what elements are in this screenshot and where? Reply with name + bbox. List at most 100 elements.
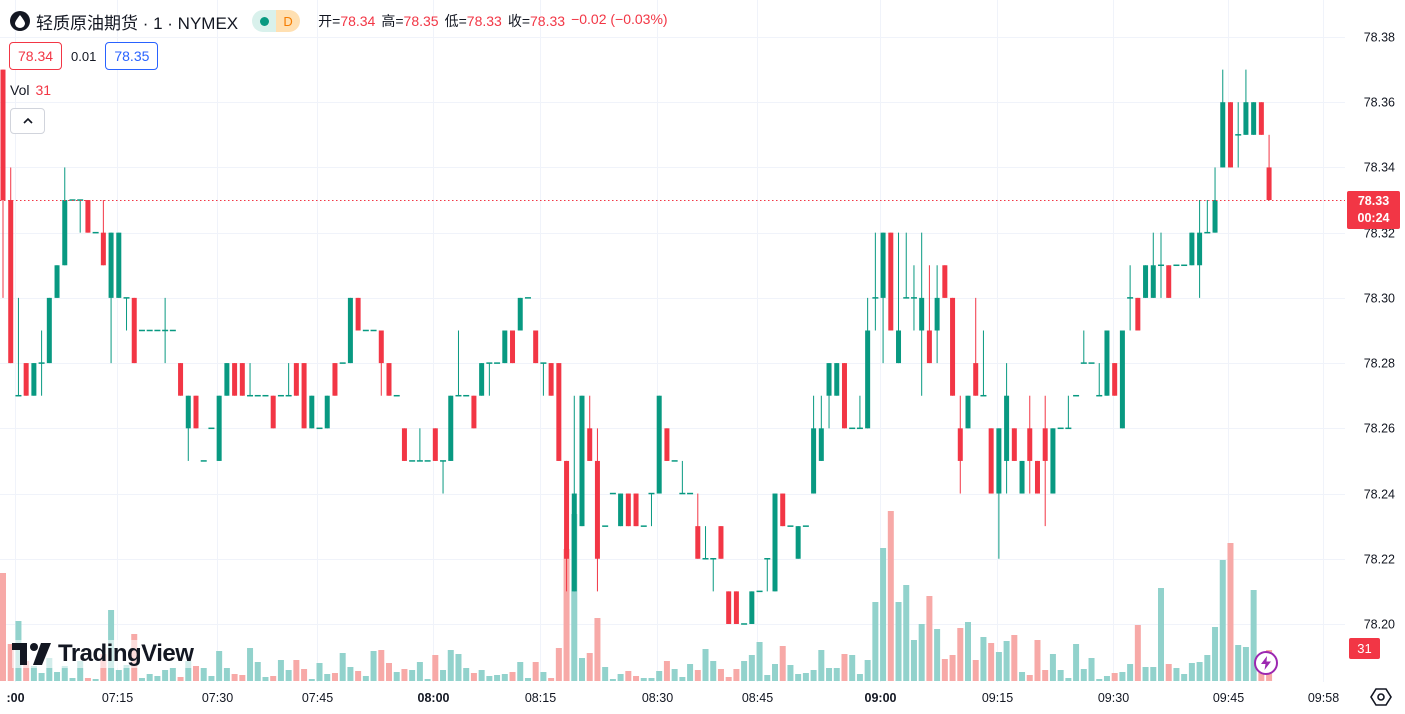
candle[interactable] [1251,102,1257,135]
candle[interactable] [23,363,29,396]
candle[interactable] [841,363,847,429]
candle[interactable] [1080,330,1087,364]
candle[interactable] [625,493,631,527]
candle[interactable] [38,330,45,396]
sell-price-button[interactable]: 78.34 [9,42,63,70]
candle[interactable] [1189,232,1195,266]
candle[interactable] [1004,363,1010,494]
candle[interactable] [1166,265,1172,298]
candle[interactable] [31,363,37,396]
candle[interactable] [872,232,879,331]
candle[interactable] [1212,167,1218,233]
candle[interactable] [85,200,91,233]
candle[interactable] [1042,395,1048,527]
candle[interactable] [1266,134,1272,201]
candle[interactable] [502,330,508,364]
candle[interactable] [393,394,400,397]
candle[interactable] [0,69,6,298]
buy-price-button[interactable]: 78.35 [105,42,159,70]
candle[interactable] [1057,427,1064,430]
candle[interactable] [780,493,786,527]
collapse-legend-button[interactable] [10,108,45,134]
candle[interactable] [138,329,145,332]
candle[interactable] [146,329,153,332]
candle[interactable] [1119,330,1125,429]
candle[interactable] [185,395,191,461]
candle[interactable] [664,428,670,461]
candle[interactable] [277,394,284,397]
candle[interactable] [756,590,763,593]
price-axis[interactable]: 78.38 78.36 78.34 78.32 78.30 78.28 78.26 78.24… [1364,31,1395,632]
candle[interactable] [1127,265,1134,331]
candle[interactable] [880,232,886,364]
candle[interactable] [92,231,99,234]
candle[interactable] [254,394,261,397]
candle[interactable] [524,297,531,299]
candle[interactable] [996,428,1002,559]
candle[interactable] [741,623,748,625]
candle[interactable] [618,493,624,527]
candle[interactable] [1088,362,1095,364]
candle[interactable] [309,395,315,429]
candle[interactable] [208,427,215,430]
candle[interactable] [710,558,717,592]
candle[interactable] [154,329,161,332]
candle[interactable] [764,558,771,592]
candle[interactable] [849,427,856,430]
candle[interactable] [772,493,778,592]
candle[interactable] [648,492,655,527]
symbol-title[interactable]: 轻质原油期货 · 1 · NYMEX [36,13,239,33]
candle[interactable] [378,330,384,396]
candle[interactable] [46,297,52,364]
candle[interactable] [1027,395,1033,494]
candle[interactable] [865,297,871,429]
candle[interactable] [116,232,122,298]
candle[interactable] [834,363,840,396]
candle[interactable] [1258,102,1264,135]
candle[interactable] [919,232,925,396]
candle[interactable] [131,297,137,364]
candle[interactable] [702,526,709,560]
candle[interactable] [679,460,686,495]
candle[interactable] [910,265,917,331]
candle[interactable] [193,395,199,429]
candle[interactable] [409,460,416,462]
candle[interactable] [494,362,501,364]
candle[interactable] [811,395,817,494]
candle[interactable] [347,297,353,364]
candle[interactable] [200,460,207,462]
candle[interactable] [339,362,346,364]
candle[interactable] [818,395,824,461]
candle[interactable] [232,363,238,396]
candle[interactable] [988,428,994,494]
candle[interactable] [463,394,470,397]
candle[interactable] [973,297,979,396]
candle[interactable] [1065,395,1072,430]
candle[interactable] [301,363,307,429]
lightning-icon[interactable] [1254,651,1278,675]
candle[interactable] [1220,69,1226,168]
candle[interactable] [332,363,338,396]
candle[interactable] [942,265,948,298]
candle[interactable] [510,330,516,364]
candle[interactable] [1173,264,1180,267]
candle[interactable] [370,329,377,332]
candle[interactable] [239,363,245,396]
candle[interactable] [1034,460,1040,494]
candle[interactable] [1243,69,1249,135]
candle[interactable] [749,591,755,624]
candle[interactable] [548,363,554,396]
candle[interactable] [980,330,987,397]
candle[interactable] [1204,200,1211,234]
candle[interactable] [802,525,809,527]
candle[interactable] [178,363,184,396]
candle[interactable] [609,492,616,495]
candle[interactable] [162,297,169,364]
candle[interactable] [564,460,570,592]
candle[interactable] [362,329,369,332]
candle[interactable] [540,362,547,396]
chart-settings-icon[interactable] [1370,686,1392,708]
candle[interactable] [247,363,254,397]
candle[interactable] [533,330,539,364]
